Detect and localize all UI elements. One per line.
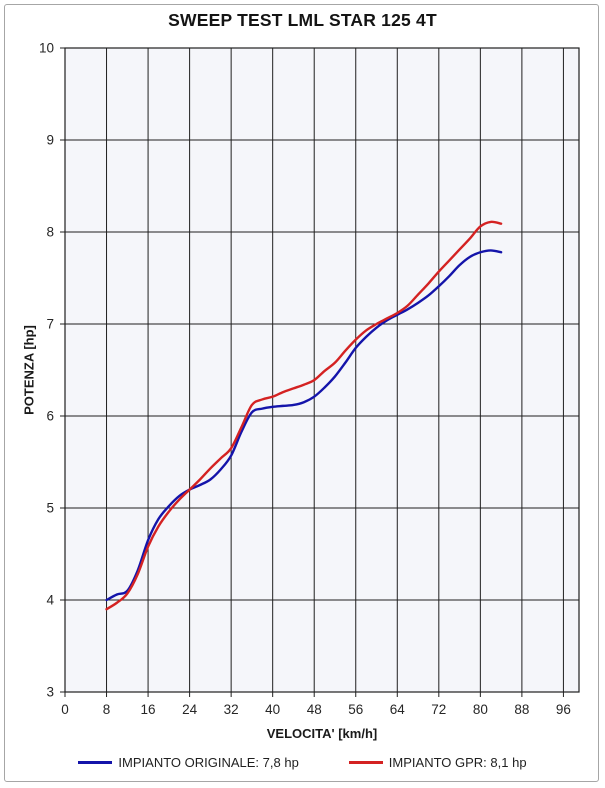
x-tick-label: 16: [141, 702, 156, 717]
y-tick-label: 10: [39, 41, 54, 56]
chart-title: SWEEP TEST LML STAR 125 4T: [168, 10, 437, 30]
page-frame: [4, 4, 599, 782]
x-tick-label: 8: [103, 702, 111, 717]
plot-background: [65, 48, 579, 692]
x-tick-label: 72: [431, 702, 446, 717]
plot-border: [64, 47, 580, 693]
y-tick-label: 3: [46, 685, 54, 700]
x-tick-label: 80: [473, 702, 488, 717]
x-tick-label: 64: [390, 702, 406, 717]
x-tick-label: 56: [348, 702, 363, 717]
y-tick-label: 5: [46, 501, 54, 516]
y-axis-title: POTENZA [hp]: [21, 325, 37, 415]
y-tick-label: 4: [46, 593, 54, 608]
y-tick-label: 7: [46, 317, 54, 332]
legend-swatch-gpr: [348, 761, 383, 764]
y-tick-label: 9: [46, 133, 54, 148]
x-tick-label: 96: [556, 702, 571, 717]
legend-swatch-originale: [78, 761, 113, 764]
legend: IMPIANTO ORIGINALE: 7,8 hp IMPIANTO GPR:…: [0, 755, 605, 770]
x-axis-title: VELOCITA' [km/h]: [266, 726, 378, 741]
y-tick-label: 6: [46, 409, 54, 424]
x-tick-label: 40: [265, 702, 280, 717]
x-tick-label: 24: [182, 702, 198, 717]
series-curve-originale: [105, 249, 503, 602]
x-tick-label: 88: [514, 702, 529, 717]
x-tick-label: 32: [224, 702, 239, 717]
series-curve-gpr: [105, 220, 503, 611]
legend-label-originale: IMPIANTO ORIGINALE: 7,8 hp: [118, 755, 299, 770]
y-tick-label: 8: [46, 225, 54, 240]
x-tick-label: 0: [61, 702, 69, 717]
legend-label-gpr: IMPIANTO GPR: 8,1 hp: [388, 755, 527, 770]
x-tick-label: 48: [307, 702, 322, 717]
